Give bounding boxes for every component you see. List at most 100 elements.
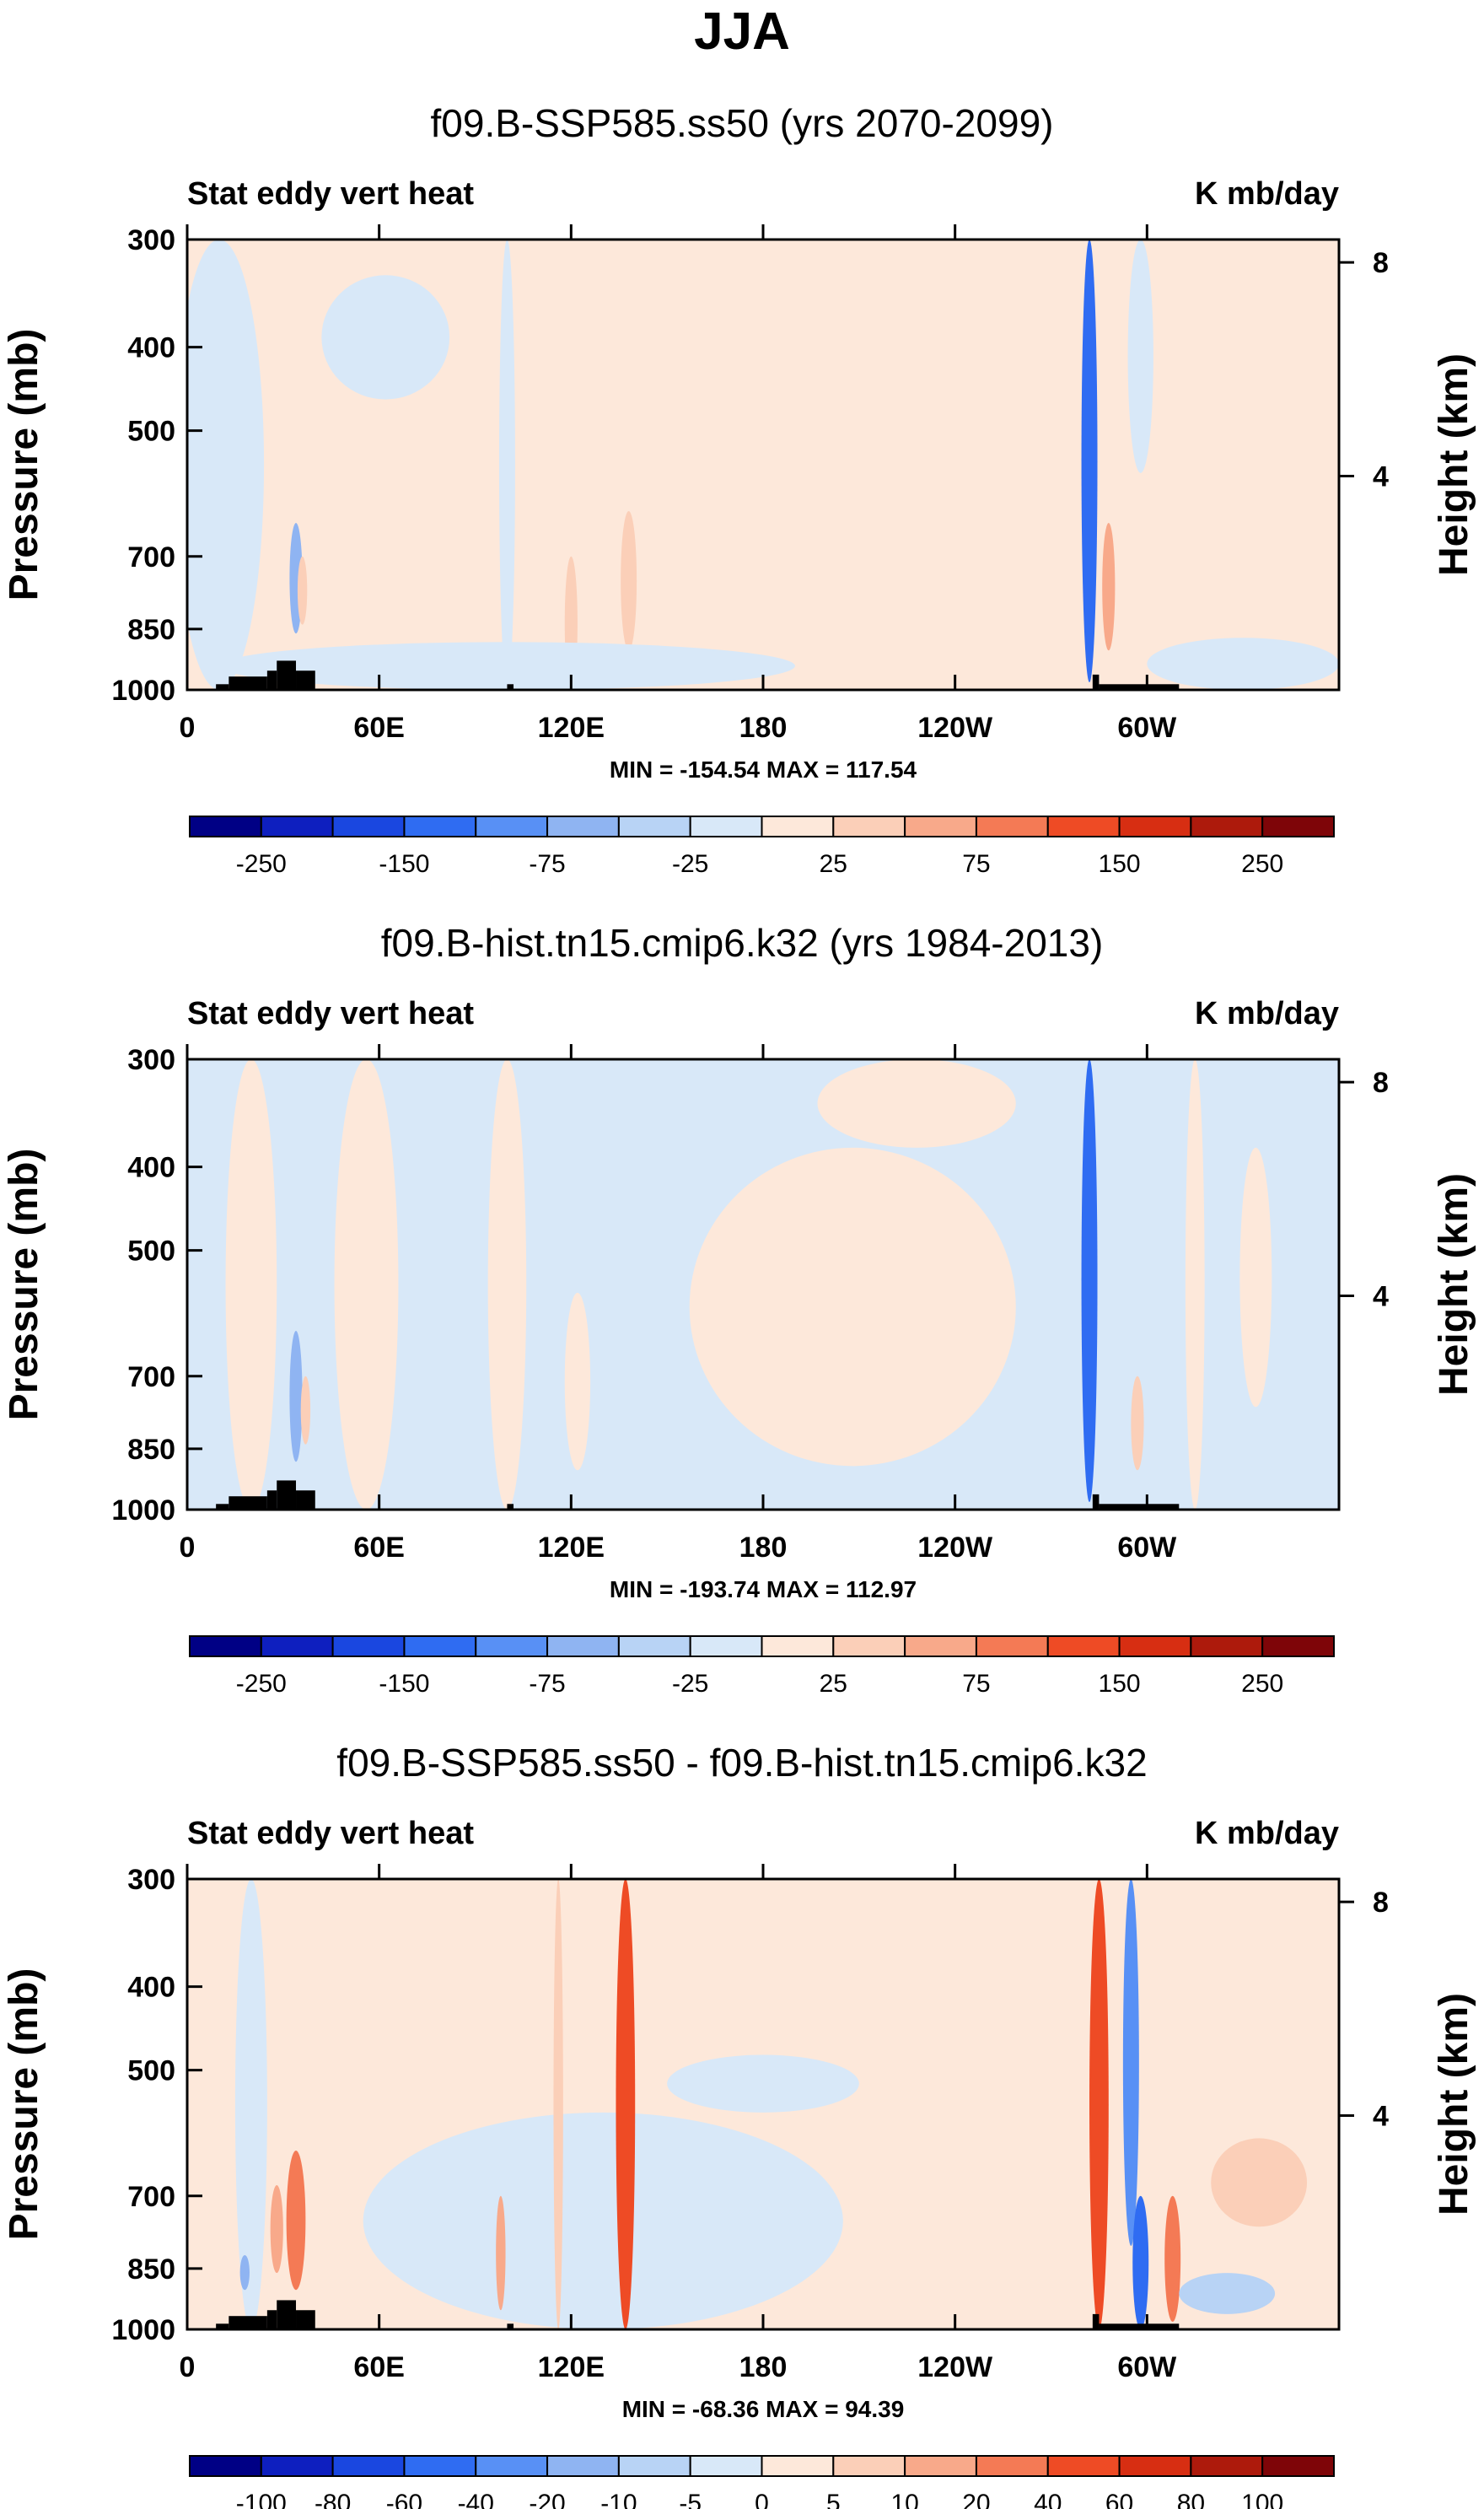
- contour-feature: [1128, 240, 1153, 473]
- y-tick-label: 1000: [111, 675, 175, 707]
- colorbar-box: [619, 2456, 691, 2476]
- colorbar-label: -75: [529, 850, 565, 878]
- panels: f09.B-SSP585.ss50 (yrs 2070-2099) Stat ed…: [2, 101, 1476, 2509]
- colorbar-box: [619, 1636, 691, 1656]
- terrain-block: [277, 2300, 296, 2329]
- colorbar-box: [1262, 1636, 1334, 1656]
- terrain-block: [229, 1496, 267, 1510]
- colorbar-box: [1048, 1636, 1120, 1656]
- plot-area: [175, 240, 1339, 690]
- contour-feature: [298, 557, 307, 625]
- colorbar-label: 0: [755, 2490, 769, 2509]
- y-tick-label: 500: [127, 416, 175, 448]
- units-label: K mb/day: [1195, 176, 1339, 212]
- contour-feature: [1186, 1059, 1205, 1510]
- y-tick-label: 850: [127, 1434, 175, 1466]
- colorbar-box: [976, 1636, 1048, 1656]
- colorbar-label: -40: [458, 2490, 494, 2509]
- contour-feature: [240, 2255, 250, 2290]
- terrain-block: [229, 2316, 267, 2329]
- y-axis-label: Pressure (mb): [2, 1149, 46, 1421]
- contour-feature: [499, 240, 515, 690]
- y-axis-label: Pressure (mb): [2, 1968, 46, 2241]
- colorbar-label: -25: [672, 850, 708, 878]
- x-tick-label: 0: [180, 1532, 196, 1564]
- colorbar-box: [190, 2456, 261, 2476]
- terrain-block: [229, 676, 267, 690]
- colorbar-label: -20: [529, 2490, 565, 2509]
- contour-feature: [621, 511, 637, 650]
- colorbar-box: [833, 1636, 905, 1656]
- y2-tick-label: 4: [1373, 461, 1389, 493]
- colorbar-box: [1120, 2456, 1191, 2476]
- y-tick-label: 500: [127, 1236, 175, 1268]
- colorbar-box: [404, 2456, 476, 2476]
- plot-area: [187, 1059, 1339, 1510]
- y2-tick-label: 4: [1373, 1281, 1389, 1313]
- colorbar-label: -5: [679, 2490, 702, 2509]
- colorbar-box: [261, 816, 333, 837]
- colorbar-box: [190, 816, 261, 837]
- min-max-stats: MIN = -154.54 MAX = 117.54: [610, 756, 917, 783]
- colorbar-box: [833, 2456, 905, 2476]
- colorbar-label: 100: [1241, 2490, 1283, 2509]
- colorbar-label: 150: [1099, 1670, 1141, 1698]
- colorbar-box: [1262, 2456, 1334, 2476]
- contour-feature: [1132, 2196, 1148, 2329]
- y-tick-label: 700: [127, 1361, 175, 1393]
- y-tick-label: 500: [127, 2055, 175, 2087]
- page-title: JJA: [694, 3, 790, 61]
- x-tick-label: 60E: [353, 712, 405, 744]
- y2-axis-label: Height (km): [1432, 1173, 1476, 1396]
- contour-feature: [1082, 240, 1098, 682]
- terrain-block: [277, 660, 296, 690]
- colorbar-box: [476, 2456, 547, 2476]
- colorbar-box: [1048, 2456, 1120, 2476]
- colorbar-label: -25: [672, 1670, 708, 1698]
- colorbar-box: [261, 2456, 333, 2476]
- contour-feature: [1211, 2138, 1307, 2226]
- y-tick-label: 400: [127, 1972, 175, 2004]
- colorbar-box: [905, 816, 976, 837]
- contour-feature: [1089, 1879, 1109, 2329]
- contour-feature: [226, 1059, 277, 1510]
- colorbar-box: [547, 2456, 619, 2476]
- colorbar-box: [762, 816, 834, 837]
- contour-feature: [818, 1059, 1016, 1148]
- colorbar-box: [190, 1636, 261, 1656]
- y-tick-label: 700: [127, 541, 175, 573]
- terrain-block: [296, 670, 315, 690]
- colorbar-label: 75: [962, 850, 990, 878]
- colorbar-box: [762, 1636, 834, 1656]
- y2-tick-label: 4: [1373, 2101, 1389, 2133]
- plot-area: [187, 1879, 1339, 2329]
- contour-feature: [1239, 1148, 1272, 1407]
- contour-feature: [1123, 1879, 1139, 2246]
- colorbar-box: [547, 1636, 619, 1656]
- terrain-block: [267, 1490, 277, 1510]
- colorbar-box: [1191, 2456, 1262, 2476]
- colorbar-label: 75: [962, 1670, 990, 1698]
- x-tick-label: 60E: [353, 2351, 405, 2383]
- contour-feature: [667, 2054, 859, 2112]
- x-tick-label: 0: [180, 712, 196, 744]
- y-tick-label: 850: [127, 2253, 175, 2286]
- colorbar-box: [1191, 816, 1262, 837]
- colorbar-box: [404, 816, 476, 837]
- colorbar-label: 40: [1034, 2490, 1062, 2509]
- colorbar-label: -75: [529, 1670, 565, 1698]
- y-tick-label: 700: [127, 2181, 175, 2213]
- colorbar-box: [976, 2456, 1048, 2476]
- y-tick-label: 300: [127, 224, 175, 256]
- colorbar-box: [691, 2456, 762, 2476]
- contour-feature: [616, 1879, 635, 2329]
- x-tick-label: 120W: [917, 1532, 993, 1564]
- colorbar-box: [476, 816, 547, 837]
- panel-3: f09.B-SSP585.ss50 - f09.B-hist.tn15.cmip…: [2, 1741, 1476, 2509]
- colorbar-label: 150: [1099, 850, 1141, 878]
- colorbar-label: -100: [236, 2490, 287, 2509]
- contour-feature: [553, 1879, 562, 2329]
- terrain-block: [1093, 675, 1100, 690]
- units-label: K mb/day: [1195, 1816, 1339, 1851]
- terrain-block: [296, 2310, 315, 2329]
